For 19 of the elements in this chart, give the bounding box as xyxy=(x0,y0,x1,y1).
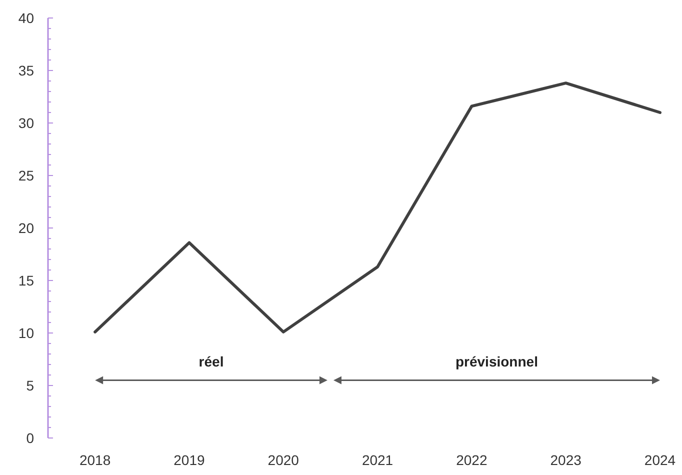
y-tick-label: 15 xyxy=(18,272,34,288)
x-tick-label: 2018 xyxy=(80,452,111,468)
x-tick-label: 2021 xyxy=(362,452,394,468)
y-tick-label: 20 xyxy=(18,220,34,236)
y-tick-label: 5 xyxy=(26,377,34,394)
x-tick-label: 2019 xyxy=(174,452,206,468)
y-tick-label: 30 xyxy=(18,114,34,131)
y-tick-label: 40 xyxy=(18,10,34,26)
x-tick-label: 2020 xyxy=(268,452,300,468)
y-tick-label: 35 xyxy=(18,62,34,78)
x-tick-label: 2022 xyxy=(456,452,488,468)
x-tick-label: 2024 xyxy=(644,452,676,468)
annotation: réel xyxy=(198,353,224,370)
y-tick-label: 10 xyxy=(18,324,34,341)
y-tick-label: 25 xyxy=(18,167,34,184)
x-tick-label: 2023 xyxy=(550,452,582,468)
y-tick-label: 0 xyxy=(26,430,34,446)
line-series xyxy=(94,82,662,334)
annotation: prévisionnel xyxy=(455,353,538,370)
